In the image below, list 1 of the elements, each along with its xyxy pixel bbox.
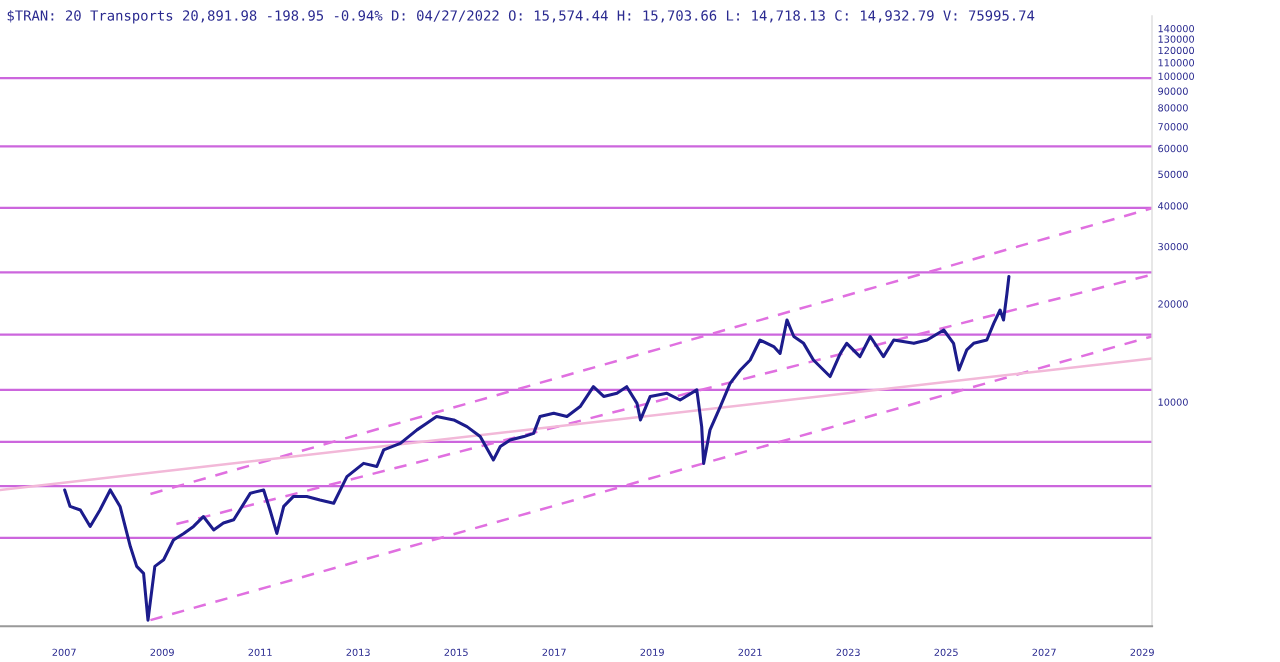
line-series (63, 274, 1011, 622)
